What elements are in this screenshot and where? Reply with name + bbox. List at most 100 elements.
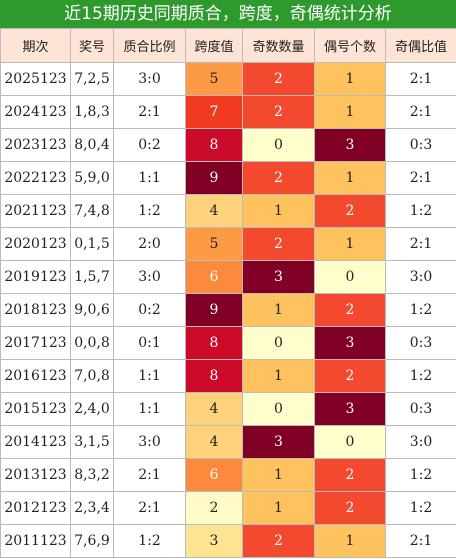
table-cell: 5: [185, 62, 243, 96]
table-cell: 2025123: [0, 62, 71, 96]
table-row: 2016123 7,0,8 1:1 8 1 2 1:2: [0, 359, 456, 393]
table-cell: 2012123: [0, 491, 71, 525]
table-cell: 6: [185, 458, 243, 492]
table-cell: 9: [185, 161, 243, 195]
table-cell: 1: [314, 95, 386, 129]
table-cell: 0:1: [113, 326, 186, 360]
table-cell: 2: [242, 524, 315, 558]
table-cell: 2016123: [0, 359, 71, 393]
column-header: 奖号: [70, 28, 114, 63]
table-cell: 3,1,5: [70, 425, 114, 459]
table-cell: 2: [242, 62, 315, 96]
table-cell: 1: [242, 359, 315, 393]
table-cell: 7,4,8: [70, 194, 114, 228]
table-row: 2023123 8,0,4 0:2 8 0 3 0:3: [0, 128, 456, 162]
table-cell: 2: [314, 293, 386, 327]
title: 近15期历史同期质合，跨度，奇偶统计分析: [0, 0, 456, 28]
table-cell: 3:0: [385, 260, 456, 294]
table-cell: 1:2: [113, 524, 186, 558]
table-cell: 2:1: [385, 161, 456, 195]
table-cell: 2021123: [0, 194, 71, 228]
table-cell: 2:1: [385, 524, 456, 558]
column-header: 质合比例: [113, 28, 186, 63]
column-header: 偶号个数: [314, 28, 386, 63]
table-cell: 1:2: [385, 491, 456, 525]
table-cell: 0: [242, 326, 315, 360]
table-cell: 1: [242, 194, 315, 228]
table-cell: 1:2: [385, 359, 456, 393]
table-cell: 6: [185, 260, 243, 294]
table-row: 2012123 2,3,4 2:1 2 1 2 1:2: [0, 491, 456, 525]
table-cell: 8,3,2: [70, 458, 114, 492]
table-cell: 2011123: [0, 524, 71, 558]
table-row: 2018123 9,0,6 0:2 9 1 2 1:2: [0, 293, 456, 327]
table-cell: 2024123: [0, 95, 71, 129]
table-cell: 2018123: [0, 293, 71, 327]
table-cell: 2:1: [385, 227, 456, 261]
table-cell: 2020123: [0, 227, 71, 261]
table-cell: 2: [314, 458, 386, 492]
table-cell: 4: [185, 425, 243, 459]
table-cell: 2014123: [0, 425, 71, 459]
table-row: 2020123 0,1,5 2:0 5 2 1 2:1: [0, 227, 456, 261]
table-cell: 1:1: [113, 392, 186, 426]
table-cell: 0:3: [385, 128, 456, 162]
table-body: 2025123 7,2,5 3:0 5 2 1 2:1 2024123 1,8,3 2:1 7 2 1 2…: [0, 62, 456, 558]
table-row: 2015123 2,4,0 1:1 4 0 3 0:3: [0, 392, 456, 426]
table-cell: 2,4,0: [70, 392, 114, 426]
table-cell: 1:2: [385, 194, 456, 228]
table-cell: 7,2,5: [70, 62, 114, 96]
table-cell: 4: [185, 392, 243, 426]
table-cell: 2023123: [0, 128, 71, 162]
table-cell: 2:1: [113, 95, 186, 129]
table-cell: 1,8,3: [70, 95, 114, 129]
table-cell: 7,0,8: [70, 359, 114, 393]
table-cell: 3: [242, 260, 315, 294]
table-cell: 4: [185, 194, 243, 228]
table-cell: 3:0: [385, 425, 456, 459]
table-row: 2011123 7,6,9 1:2 3 2 1 2:1: [0, 524, 456, 558]
table-cell: 2015123: [0, 392, 71, 426]
column-header: 奇数数量: [242, 28, 315, 63]
table-cell: 2013123: [0, 458, 71, 492]
table-cell: 3: [242, 425, 315, 459]
table-row: 2021123 7,4,8 1:2 4 1 2 1:2: [0, 194, 456, 228]
table-cell: 5,9,0: [70, 161, 114, 195]
table-cell: 3: [314, 326, 386, 360]
table-cell: 2,3,4: [70, 491, 114, 525]
table-cell: 3:0: [113, 260, 186, 294]
table-cell: 2:1: [385, 95, 456, 129]
table-cell: 2: [242, 95, 315, 129]
table-cell: 0:2: [113, 128, 186, 162]
table-cell: 2017123: [0, 326, 71, 360]
table-row: 2019123 1,5,7 3:0 6 3 0 3:0: [0, 260, 456, 294]
table-cell: 8,0,4: [70, 128, 114, 162]
table-cell: 2: [314, 194, 386, 228]
table-cell: 2: [242, 161, 315, 195]
table-cell: 7: [185, 95, 243, 129]
table-cell: 0:3: [385, 326, 456, 360]
table-cell: 0:3: [385, 392, 456, 426]
stats-table: 期次 奖号 质合比例 跨度值 奇数数量 偶号个数 奇偶比值 2025123 7,2,5 3:0 5 2…: [0, 28, 456, 558]
table-cell: 1:1: [113, 161, 186, 195]
table-cell: 9: [185, 293, 243, 327]
table-cell: 0,0,8: [70, 326, 114, 360]
table-cell: 8: [185, 128, 243, 162]
table-cell: 2022123: [0, 161, 71, 195]
table-cell: 1:2: [113, 194, 186, 228]
table-cell: 2:1: [385, 62, 456, 96]
table-cell: 1,5,7: [70, 260, 114, 294]
table-cell: 8: [185, 359, 243, 393]
table-cell: 0: [242, 128, 315, 162]
column-header: 奇偶比值: [385, 28, 456, 63]
table-cell: 1: [314, 62, 386, 96]
table-cell: 7,6,9: [70, 524, 114, 558]
table-cell: 2: [314, 491, 386, 525]
table-row: 2025123 7,2,5 3:0 5 2 1 2:1: [0, 62, 456, 96]
table-row: 2013123 8,3,2 2:1 6 1 2 1:2: [0, 458, 456, 492]
table-cell: 5: [185, 227, 243, 261]
table-row: 2014123 3,1,5 3:0 4 3 0 3:0: [0, 425, 456, 459]
table-cell: 2: [242, 227, 315, 261]
table-cell: 3: [314, 392, 386, 426]
